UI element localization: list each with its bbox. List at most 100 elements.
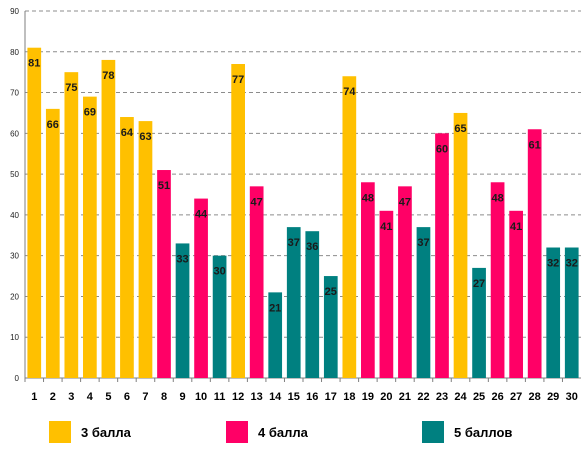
legend-item-5-ballov: 5 баллов [422, 421, 512, 443]
data-label: 30 [213, 266, 225, 278]
x-tick-label: 23 [436, 391, 448, 403]
x-tick-label: 25 [473, 391, 485, 403]
data-label: 75 [65, 82, 77, 94]
legend-label-3-balla: 3 балла [81, 424, 131, 440]
legend-label-5-ballov: 5 баллов [454, 424, 513, 440]
x-tick-label: 14 [269, 391, 282, 403]
data-label: 37 [417, 237, 429, 249]
bar [379, 210, 394, 378]
bar [101, 59, 116, 379]
bar [472, 267, 486, 378]
x-tick-label: 20 [380, 391, 392, 403]
x-tick-label: 29 [547, 391, 559, 403]
bar [194, 198, 208, 378]
y-tick-label: 80 [10, 48, 19, 57]
bar [361, 182, 375, 378]
data-label: 37 [288, 237, 300, 249]
y-tick-label: 20 [10, 292, 19, 301]
x-tick-label: 10 [195, 391, 207, 403]
data-label: 32 [566, 258, 578, 270]
bar [286, 227, 301, 378]
data-label: 48 [362, 192, 374, 204]
legend-swatch-3-balla [49, 421, 71, 443]
data-label: 77 [232, 74, 244, 86]
bar [175, 243, 190, 378]
data-label: 48 [491, 192, 503, 204]
x-tick-label: 3 [68, 391, 74, 403]
bar [435, 133, 449, 378]
x-tick-label: 16 [306, 391, 318, 403]
bar [120, 117, 134, 379]
bar [64, 72, 79, 379]
bar [305, 231, 320, 378]
data-label: 81 [28, 58, 40, 70]
data-label: 21 [269, 302, 281, 314]
bar [527, 129, 542, 378]
bar [509, 210, 523, 378]
legend-swatch-5-ballov [422, 421, 444, 443]
legend-item-4-balla: 4 балла [226, 421, 308, 443]
y-tick-label: 0 [15, 374, 20, 383]
x-tick-label: 4 [87, 391, 94, 403]
x-tick-label: 15 [288, 391, 300, 403]
bar [157, 170, 171, 378]
x-tick-label: 2 [50, 391, 56, 403]
data-label: 27 [473, 278, 485, 290]
data-label: 33 [176, 253, 188, 265]
bar [138, 121, 153, 378]
x-tick-label: 24 [454, 391, 467, 403]
bar [453, 112, 468, 378]
x-tick-label: 30 [566, 391, 578, 403]
x-tick-label: 8 [161, 391, 167, 403]
x-tick-label: 21 [399, 391, 411, 403]
data-label: 41 [510, 221, 522, 233]
y-tick-label: 30 [10, 252, 19, 261]
x-tick-label: 13 [251, 391, 263, 403]
legend-label-4-balla: 4 балла [258, 424, 308, 440]
x-tick-label: 5 [105, 391, 111, 403]
y-tick-label: 70 [10, 89, 19, 98]
legend-item-3-balla: 3 балла [49, 421, 131, 443]
x-tick-label: 9 [179, 391, 185, 403]
bar [564, 247, 579, 378]
legend-swatch-4-balla [226, 421, 248, 443]
data-label: 41 [380, 221, 392, 233]
x-tick-label: 17 [325, 391, 337, 403]
bar [342, 76, 357, 379]
x-tick-label: 19 [362, 391, 374, 403]
y-tick-label: 40 [10, 211, 19, 220]
bar [416, 227, 431, 378]
y-tick-label: 90 [10, 7, 19, 16]
data-label: 64 [121, 127, 134, 139]
bar [45, 108, 60, 379]
bar [268, 292, 283, 378]
x-tick-label: 27 [510, 391, 522, 403]
x-tick-label: 6 [124, 391, 130, 403]
data-label: 47 [251, 196, 263, 208]
data-label: 32 [547, 258, 559, 270]
data-label: 51 [158, 180, 170, 192]
data-label: 69 [84, 107, 96, 119]
data-label: 63 [139, 131, 151, 143]
bar [249, 186, 264, 378]
bar [490, 182, 505, 378]
data-label: 61 [529, 139, 541, 151]
x-tick-label: 7 [142, 391, 148, 403]
bar [546, 247, 561, 378]
y-tick-label: 50 [10, 170, 19, 179]
x-tick-label: 26 [491, 391, 503, 403]
bar [27, 47, 42, 378]
x-tick-label: 11 [214, 391, 226, 403]
data-label: 74 [343, 86, 356, 98]
x-tick-label: 22 [417, 391, 429, 403]
data-label: 60 [436, 143, 448, 155]
bar [398, 186, 412, 378]
bar [323, 276, 338, 378]
x-tick-label: 12 [232, 391, 244, 403]
data-label: 36 [306, 241, 318, 253]
data-label: 65 [454, 123, 466, 135]
data-label: 25 [325, 286, 337, 298]
data-label: 47 [399, 196, 411, 208]
